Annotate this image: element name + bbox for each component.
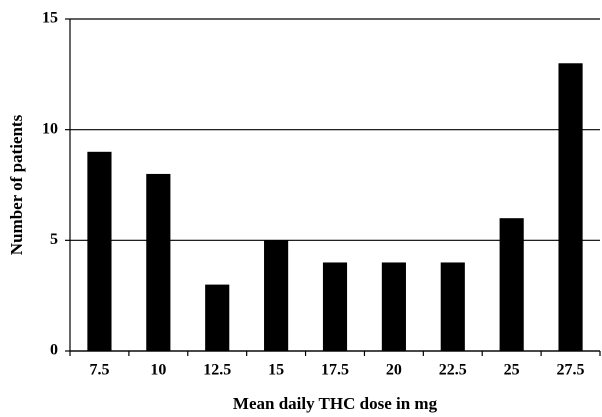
bar — [205, 284, 230, 351]
x-tick-label: 15 — [268, 362, 284, 379]
bar — [558, 63, 583, 352]
y-tick-label: 0 — [50, 342, 58, 359]
x-tick-label: 12.5 — [203, 362, 231, 379]
bar — [146, 173, 171, 351]
bar — [440, 262, 465, 351]
y-tick-label: 5 — [50, 231, 58, 248]
bar — [264, 240, 289, 351]
y-tick-label: 10 — [42, 120, 58, 137]
x-tick-label: 17.5 — [321, 362, 349, 379]
bar — [87, 151, 112, 351]
x-tick-label: 22.5 — [439, 362, 467, 379]
x-axis-label: Mean daily THC dose in mg — [233, 394, 438, 413]
x-tick-label: 20 — [386, 362, 402, 379]
x-tick-label: 10 — [150, 362, 166, 379]
bar — [499, 218, 524, 351]
x-tick-label: 27.5 — [557, 362, 585, 379]
x-tick-label: 25 — [504, 362, 520, 379]
bar — [381, 262, 406, 351]
x-tick-label: 7.5 — [89, 362, 109, 379]
y-axis-label: Number of patients — [7, 114, 26, 255]
y-tick-label: 15 — [42, 10, 58, 27]
bar — [322, 262, 348, 351]
